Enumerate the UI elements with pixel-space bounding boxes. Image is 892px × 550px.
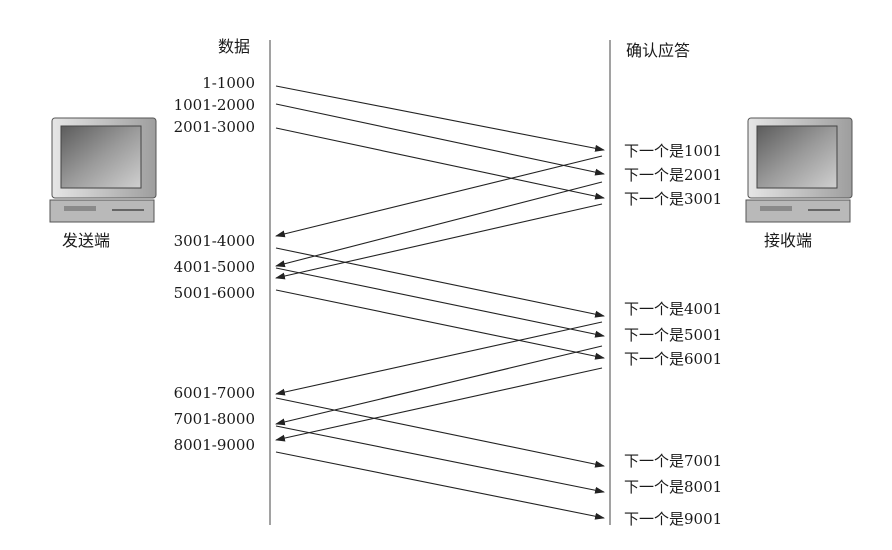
data-arrow-4: [275, 247, 605, 318]
ack-label-5: 下一个是5001: [624, 326, 723, 344]
data-segment-label-1: 1-1000: [202, 74, 255, 92]
sender-column-header: 数据: [218, 37, 251, 56]
receiver-computer-icon: [745, 117, 853, 223]
data-arrow-3: [275, 127, 605, 200]
data-segment-label-3: 2001-3000: [173, 118, 255, 136]
ack-arrow-5: [275, 345, 603, 426]
data-arrow-8: [275, 425, 605, 494]
ack-arrow-4: [275, 321, 603, 396]
ack-arrow-6: [275, 367, 603, 442]
ack-label-2: 下一个是2001: [624, 166, 723, 184]
data-arrow-7: [275, 397, 605, 468]
ack-arrow-3: [275, 203, 603, 280]
ack-label-3: 下一个是3001: [624, 190, 723, 208]
ack-label-9: 下一个是9001: [624, 510, 723, 528]
data-segment-label-5: 4001-5000: [173, 258, 255, 276]
ack-label-8: 下一个是8001: [624, 478, 723, 496]
ack-arrow-2: [275, 181, 603, 268]
data-arrow-9: [275, 451, 605, 520]
data-segment-label-2: 1001-2000: [173, 96, 255, 114]
data-arrow-2: [275, 103, 605, 176]
data-arrow-1: [275, 85, 605, 152]
ack-arrow-1: [275, 155, 603, 238]
data-arrow-5: [275, 267, 605, 338]
data-segment-label-8: 7001-8000: [173, 410, 255, 428]
ack-label-7: 下一个是7001: [624, 452, 723, 470]
ack-label-6: 下一个是6001: [624, 350, 723, 368]
data-segment-label-9: 8001-9000: [173, 436, 255, 454]
data-segment-label-4: 3001-4000: [173, 232, 255, 250]
sender-computer-icon: [49, 117, 157, 223]
data-segment-label-7: 6001-7000: [173, 384, 255, 402]
ack-label-4: 下一个是4001: [624, 300, 723, 318]
data-segment-label-6: 5001-6000: [173, 284, 255, 302]
data-arrow-6: [275, 289, 605, 360]
ack-label-1: 下一个是1001: [624, 142, 723, 160]
sender-host-label: 发送端: [62, 231, 111, 250]
receiver-host-label: 接收端: [764, 231, 813, 250]
receiver-column-header: 确认应答: [626, 41, 691, 60]
